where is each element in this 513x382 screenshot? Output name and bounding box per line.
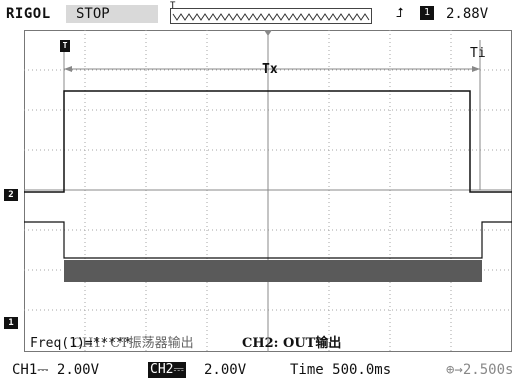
trigger-level: 2.88V — [446, 6, 489, 22]
time-offset[interactable]: ⊕→2.500s — [446, 362, 513, 378]
period-label: Tx — [262, 62, 278, 77]
ch1-description: CH1: CT振荡器输出 — [72, 336, 194, 351]
ch1-noise-band — [64, 260, 482, 282]
bottom-status-bar: CH1⎓ 2.00V CH2⎓ 2.00V Time 500.0ms ⊕→2.5… — [0, 358, 513, 382]
ch1-ground-marker[interactable]: 1 — [4, 317, 18, 329]
run-status[interactable]: STOP — [76, 6, 110, 22]
trigger-channel-badge: 1 — [420, 6, 434, 20]
ch2-tag[interactable]: CH2⎓ — [148, 362, 186, 378]
run-status-box[interactable] — [66, 5, 158, 23]
trigger-pointer-icon — [264, 30, 272, 36]
waveform-display[interactable]: Tx Ti CH1: CT振荡器输出 CH2: OUT输出 T — [24, 30, 512, 352]
status-bar: RIGOL STOP T ⮥ 1 2.88V — [0, 0, 513, 28]
ch2-ground-marker[interactable]: 2 — [4, 189, 18, 201]
rising-edge-icon: ⮥ — [396, 6, 404, 21]
memory-timebar — [170, 8, 372, 24]
cursor-left-marker[interactable]: T — [60, 40, 70, 52]
trigger-position-marker: T — [170, 1, 176, 11]
ti-label: Ti — [470, 46, 486, 61]
frequency-readout: Freq(1)=***** — [30, 336, 132, 351]
waveform-grid — [24, 30, 512, 352]
brand-logo: RIGOL — [6, 6, 51, 22]
ch2-trace — [24, 90, 512, 193]
ch1-scale[interactable]: CH1⎓ 2.00V — [12, 362, 100, 378]
time-scale[interactable]: Time 500.0ms — [290, 362, 392, 378]
memory-waveform-icon — [172, 13, 370, 21]
ch2-scale[interactable]: 2.00V — [204, 362, 247, 378]
ch2-description: CH2: OUT输出 — [242, 336, 342, 351]
ch1-trace — [24, 221, 512, 259]
